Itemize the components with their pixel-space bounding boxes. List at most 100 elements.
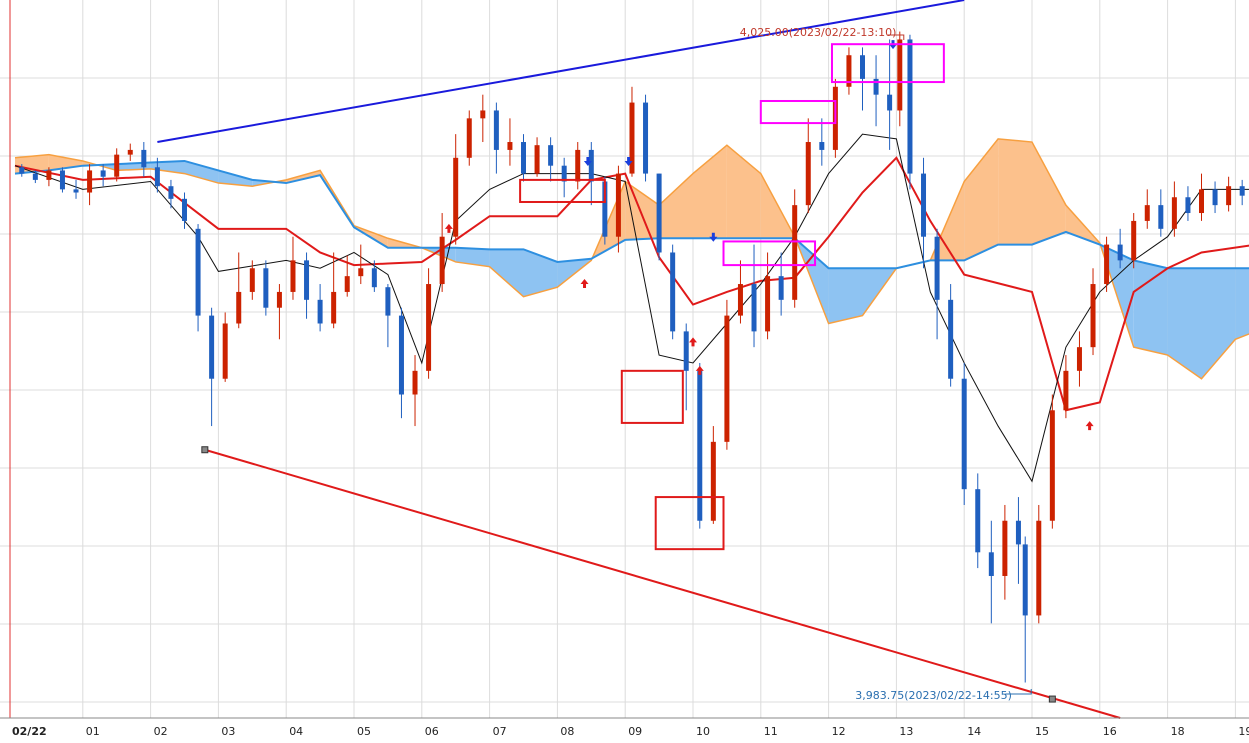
candle-down <box>209 315 215 379</box>
leading-span-a-line <box>14 138 1249 380</box>
candle-up <box>114 154 120 177</box>
buy-signal-arrow-icon <box>1085 421 1094 431</box>
candle-up <box>737 284 743 316</box>
x-tick-label: 03 <box>221 725 235 738</box>
candle-down <box>371 268 377 288</box>
x-tick-label: 13 <box>899 725 913 738</box>
trend-line-upper[interactable] <box>157 0 965 144</box>
x-tick-label: 06 <box>425 725 439 738</box>
cloud-bullish-area <box>964 138 999 261</box>
candle-down <box>751 284 757 332</box>
candle-up <box>1090 284 1096 348</box>
cloud-bearish-area <box>218 170 253 187</box>
candle-up <box>724 315 730 442</box>
candle-down <box>561 165 567 182</box>
candle-up <box>276 291 282 308</box>
highlight-box[interactable] <box>519 178 606 203</box>
candle-up <box>412 370 418 395</box>
candle-down <box>656 173 662 253</box>
candle-up <box>710 441 716 521</box>
candle-up <box>426 284 432 371</box>
candle-up <box>897 39 903 111</box>
candle-up <box>87 170 93 193</box>
leading-span-b-line <box>14 159 1249 270</box>
cloud-bullish-area <box>726 145 761 239</box>
cloud-bearish-area <box>455 247 490 267</box>
candle-down <box>398 315 404 395</box>
low-price-annotation: 3,983.75(2023/02/22-14:55) <box>855 689 1012 702</box>
candle-down <box>182 198 187 221</box>
x-tick-label: 01 <box>86 725 100 738</box>
highlight-box[interactable] <box>722 240 817 267</box>
candle-down <box>548 145 554 166</box>
trend-line-handle[interactable] <box>201 446 209 454</box>
cloud-bearish-area <box>1167 268 1202 379</box>
x-tick-label: 12 <box>832 725 846 738</box>
candle-up <box>1036 520 1042 616</box>
candle-down <box>100 170 106 177</box>
candle-down <box>73 189 79 193</box>
x-tick-label: 02 <box>154 725 168 738</box>
x-tick-label: 10 <box>696 725 710 738</box>
cloud-bearish-area <box>523 249 558 297</box>
candle-up <box>1131 220 1137 261</box>
candle-up <box>290 260 296 292</box>
candle-down <box>521 142 526 174</box>
candle-up <box>792 205 798 300</box>
candle-down <box>588 149 594 182</box>
candle-up <box>1199 189 1204 214</box>
candle-up <box>480 110 486 119</box>
trend-line-lower[interactable] <box>204 448 1121 719</box>
conversion-line <box>14 133 1249 483</box>
sell-signal-arrow-icon <box>709 232 718 242</box>
low-annotation-pointer <box>1005 689 1032 695</box>
x-tick-label: 05 <box>357 725 371 738</box>
candle-up <box>765 276 771 332</box>
candle-down <box>683 331 689 371</box>
x-tick-label: 11 <box>764 725 778 738</box>
x-tick-label: 16 <box>1103 725 1117 738</box>
x-tick-label: 08 <box>560 725 574 738</box>
highlight-box[interactable] <box>620 369 684 424</box>
candle-down <box>860 55 865 79</box>
candle-up <box>1144 205 1150 221</box>
candle-down <box>975 489 981 553</box>
cloud-bearish-area <box>1235 268 1249 340</box>
cloud-bullish-area <box>659 173 693 239</box>
highlight-box[interactable] <box>830 43 945 84</box>
candle-down <box>304 260 310 300</box>
candle-up <box>507 142 513 150</box>
candle-down <box>1239 186 1245 196</box>
candle-down <box>195 228 201 316</box>
x-tick-label: 04 <box>289 725 303 738</box>
candle-down <box>670 252 676 332</box>
high-annotation-pointer <box>887 34 905 40</box>
highlight-box[interactable] <box>654 496 725 551</box>
cloud-bearish-area <box>828 268 863 324</box>
candle-down <box>697 370 703 521</box>
candle-down <box>1117 244 1123 261</box>
candle-up <box>344 276 350 292</box>
candle-down <box>59 170 65 190</box>
candle-up <box>249 268 255 292</box>
cloud-bullish-area <box>286 170 321 184</box>
candle-down <box>988 552 994 576</box>
candle-down <box>154 167 160 187</box>
x-tick-label: 15 <box>1035 725 1049 738</box>
x-tick-label: 02/22 <box>12 725 47 738</box>
candle-down <box>819 142 825 150</box>
highlight-box[interactable] <box>759 99 837 125</box>
candle-up <box>1104 244 1110 285</box>
trend-line-handle[interactable] <box>1048 695 1056 703</box>
x-tick-label: 07 <box>493 725 507 738</box>
candle-up <box>1171 197 1177 229</box>
candle-up <box>439 236 445 285</box>
candle-down <box>1015 520 1021 545</box>
candle-down <box>1185 197 1191 214</box>
candle-up <box>1063 370 1069 411</box>
x-tick-label: 14 <box>967 725 981 738</box>
candle-up <box>1049 410 1055 521</box>
candle-down <box>961 378 967 490</box>
